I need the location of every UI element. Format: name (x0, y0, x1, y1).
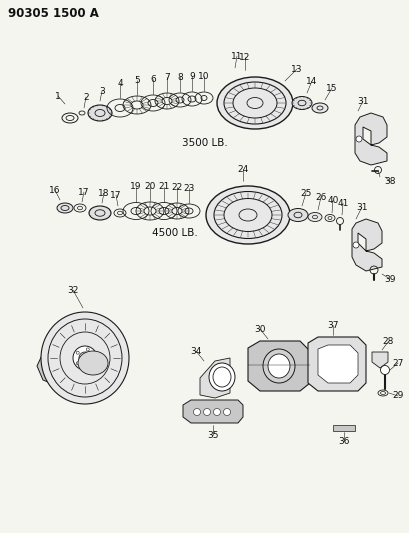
Text: 32: 32 (67, 286, 79, 295)
Ellipse shape (205, 186, 289, 244)
Text: 17: 17 (78, 188, 90, 197)
Text: 18: 18 (98, 189, 110, 198)
Ellipse shape (89, 206, 111, 220)
Text: 31: 31 (355, 203, 367, 212)
Circle shape (355, 136, 361, 142)
Text: 27: 27 (391, 359, 403, 367)
Ellipse shape (88, 105, 112, 121)
Polygon shape (371, 352, 387, 368)
Text: 7: 7 (164, 72, 169, 82)
Text: 9: 9 (189, 71, 194, 80)
Circle shape (73, 346, 97, 370)
Text: 2: 2 (83, 93, 89, 101)
Text: 26: 26 (315, 192, 326, 201)
Text: 28: 28 (381, 337, 393, 346)
Circle shape (203, 408, 210, 416)
Circle shape (223, 408, 230, 416)
Circle shape (213, 408, 220, 416)
Text: 4: 4 (117, 78, 123, 87)
Text: 1: 1 (55, 92, 61, 101)
Circle shape (380, 366, 389, 375)
Circle shape (79, 352, 91, 364)
Text: 14: 14 (306, 77, 317, 85)
Ellipse shape (267, 354, 289, 378)
Text: 31: 31 (356, 96, 368, 106)
Text: 35: 35 (207, 431, 218, 440)
Text: 6: 6 (150, 75, 155, 84)
Text: 16: 16 (49, 185, 61, 195)
Text: 30: 30 (254, 325, 265, 334)
Text: 21: 21 (158, 182, 169, 191)
Polygon shape (351, 219, 381, 271)
Text: 37: 37 (326, 320, 338, 329)
Text: 24: 24 (237, 165, 248, 174)
Text: 17: 17 (110, 190, 121, 199)
Text: 38: 38 (383, 176, 395, 185)
Text: 41: 41 (337, 198, 348, 207)
Polygon shape (307, 337, 365, 391)
Polygon shape (200, 358, 229, 398)
Text: 23: 23 (183, 183, 194, 192)
Text: 20: 20 (144, 182, 155, 190)
Text: 3500 LB.: 3500 LB. (182, 138, 227, 148)
Text: 8: 8 (177, 72, 182, 82)
Polygon shape (85, 376, 107, 398)
Polygon shape (247, 341, 309, 391)
Text: 25: 25 (299, 189, 311, 198)
Text: 40: 40 (326, 196, 338, 205)
Circle shape (352, 242, 358, 248)
Ellipse shape (311, 103, 327, 113)
Text: 3: 3 (99, 86, 105, 95)
Text: 29: 29 (391, 392, 403, 400)
Text: 34: 34 (190, 346, 201, 356)
Text: 90305 1500 A: 90305 1500 A (8, 7, 99, 20)
Circle shape (193, 408, 200, 416)
Text: 19: 19 (130, 182, 142, 191)
Ellipse shape (41, 312, 129, 404)
Ellipse shape (307, 213, 321, 222)
Text: 10: 10 (198, 71, 209, 80)
Text: 4500 LB.: 4500 LB. (152, 228, 198, 238)
Text: 11: 11 (231, 52, 242, 61)
Polygon shape (37, 348, 70, 384)
Ellipse shape (291, 96, 311, 109)
Ellipse shape (287, 208, 307, 222)
Polygon shape (332, 425, 354, 431)
Text: 5: 5 (134, 76, 139, 85)
Text: 13: 13 (290, 64, 302, 74)
Text: 39: 39 (383, 274, 395, 284)
Text: 15: 15 (326, 84, 337, 93)
Ellipse shape (57, 203, 73, 213)
Ellipse shape (78, 351, 108, 375)
Text: 36: 36 (337, 437, 349, 446)
Polygon shape (182, 400, 243, 423)
Ellipse shape (262, 349, 294, 383)
Polygon shape (354, 113, 386, 165)
Text: 12: 12 (239, 52, 250, 61)
Ellipse shape (216, 77, 292, 129)
Text: 22: 22 (171, 182, 182, 191)
Ellipse shape (209, 363, 234, 391)
Polygon shape (317, 345, 357, 383)
